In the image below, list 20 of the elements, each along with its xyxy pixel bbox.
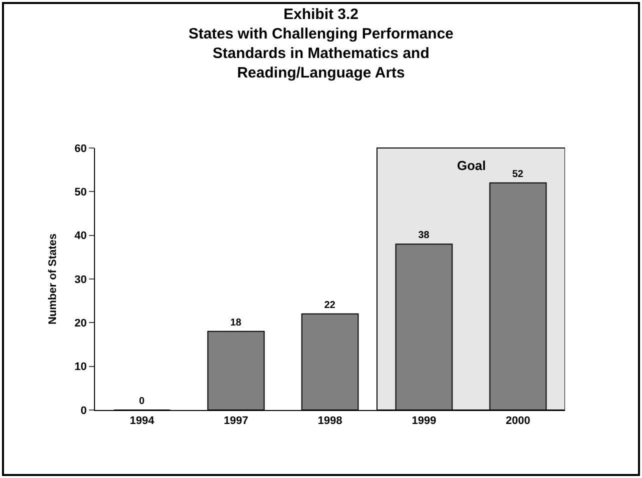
data-label: 18 bbox=[230, 317, 242, 328]
y-tick-label: 60 bbox=[74, 142, 87, 155]
data-label: 38 bbox=[418, 230, 430, 242]
y-tick-label: 0 bbox=[80, 404, 87, 417]
x-tick-label: 1997 bbox=[224, 415, 248, 428]
y-tick-label: 50 bbox=[74, 186, 87, 199]
y-tick-label: 30 bbox=[74, 274, 87, 286]
data-label: 52 bbox=[512, 168, 524, 180]
chart-title: Exhibit 3.2 States with Challenging Performance Standards in Mathematics and Reading/Language Arts bbox=[188, 6, 454, 82]
x-tick-label: 2000 bbox=[506, 415, 530, 428]
data-label: 0 bbox=[139, 396, 145, 407]
x-tick-label: 1994 bbox=[130, 415, 156, 428]
data-label: 22 bbox=[324, 300, 336, 311]
y-tick-label: 40 bbox=[74, 230, 87, 242]
band-label: Goal bbox=[457, 158, 486, 173]
x-tick-label: 1998 bbox=[318, 415, 342, 428]
y-axis-title: Number of States bbox=[47, 233, 60, 325]
y-tick-label: 20 bbox=[74, 318, 87, 330]
y-tick-label: 10 bbox=[74, 361, 87, 374]
x-tick-label: 1999 bbox=[412, 415, 436, 428]
